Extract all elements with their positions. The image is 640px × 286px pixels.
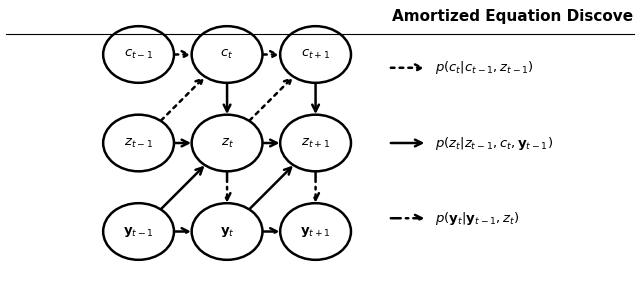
Text: $z_{t+1}$: $z_{t+1}$ xyxy=(301,136,330,150)
Ellipse shape xyxy=(103,115,174,171)
Ellipse shape xyxy=(280,26,351,83)
Text: $\mathbf{y}_{t}$: $\mathbf{y}_{t}$ xyxy=(220,225,234,239)
Ellipse shape xyxy=(280,115,351,171)
Ellipse shape xyxy=(191,115,262,171)
Ellipse shape xyxy=(191,26,262,83)
Text: $c_{t}$: $c_{t}$ xyxy=(220,48,234,61)
Ellipse shape xyxy=(280,203,351,260)
Text: $p(z_t|z_{t-1}, c_t, \mathbf{y}_{t-1})$: $p(z_t|z_{t-1}, c_t, \mathbf{y}_{t-1})$ xyxy=(435,134,553,152)
Ellipse shape xyxy=(103,26,174,83)
Text: $p(c_t|c_{t-1}, z_{t-1})$: $p(c_t|c_{t-1}, z_{t-1})$ xyxy=(435,59,534,76)
Text: $\mathbf{y}_{t+1}$: $\mathbf{y}_{t+1}$ xyxy=(300,225,331,239)
Text: $\mathbf{y}_{t-1}$: $\mathbf{y}_{t-1}$ xyxy=(123,225,154,239)
Text: $c_{t-1}$: $c_{t-1}$ xyxy=(124,48,153,61)
Text: $z_{t}$: $z_{t}$ xyxy=(221,136,234,150)
Text: $z_{t-1}$: $z_{t-1}$ xyxy=(124,136,153,150)
Ellipse shape xyxy=(103,203,174,260)
Text: $p(\mathbf{y}_t|\mathbf{y}_{t-1}, z_t)$: $p(\mathbf{y}_t|\mathbf{y}_{t-1}, z_t)$ xyxy=(435,210,520,227)
Ellipse shape xyxy=(191,203,262,260)
Text: $c_{t+1}$: $c_{t+1}$ xyxy=(301,48,330,61)
Text: Amortized Equation Discove: Amortized Equation Discove xyxy=(392,9,634,23)
